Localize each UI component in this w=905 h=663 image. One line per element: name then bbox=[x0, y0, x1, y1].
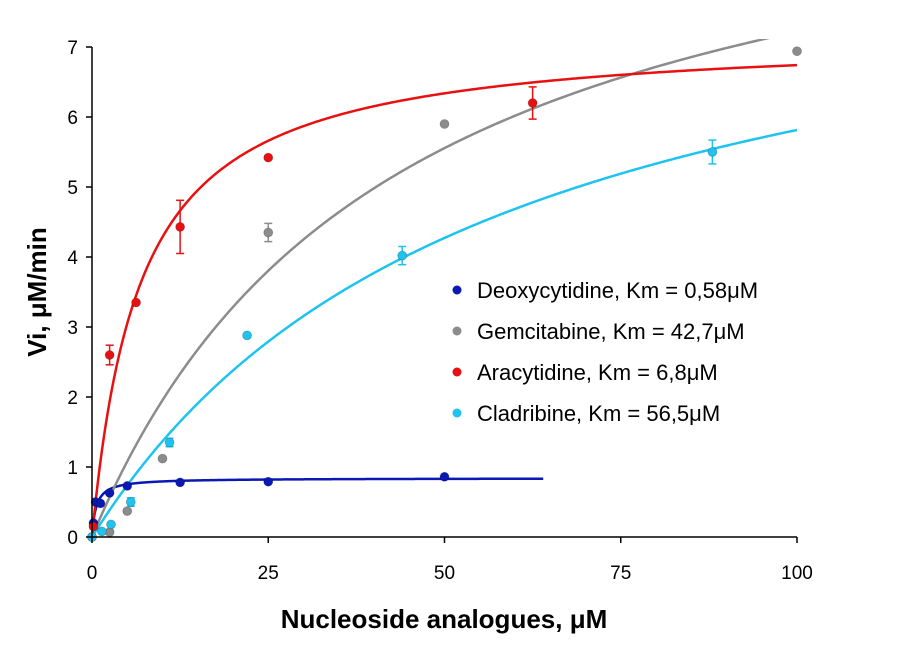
data-point-4 bbox=[164, 437, 175, 448]
x-tick-label: 50 bbox=[434, 563, 455, 584]
y-tick-label: 6 bbox=[67, 108, 78, 129]
legend-marker bbox=[452, 285, 462, 295]
legend-label: Deoxycytidine, Km = 0,58μM bbox=[477, 278, 758, 303]
data-point-4 bbox=[106, 519, 116, 530]
legend-label: Aracytidine, Km = 6,8μM bbox=[477, 360, 718, 385]
data-point-3 bbox=[175, 221, 186, 232]
fit-curve-2 bbox=[92, 39, 770, 537]
y-tick-label: 5 bbox=[67, 178, 78, 199]
y-ticks: 0 1 2 3 4 5 6 7 bbox=[67, 38, 92, 549]
x-tick-label: 25 bbox=[258, 563, 279, 584]
data-points bbox=[87, 46, 802, 542]
legend-marker bbox=[452, 408, 462, 418]
x-tick-label: 75 bbox=[610, 563, 631, 584]
data-point-3 bbox=[263, 152, 274, 163]
fit-curve-1 bbox=[92, 477, 544, 537]
y-tick-label: 2 bbox=[67, 388, 78, 409]
legend: Deoxycytidine, Km = 0,58μM Gemcitabine, K… bbox=[452, 278, 758, 426]
legend-marker bbox=[452, 367, 462, 377]
x-tick-label: 0 bbox=[87, 563, 98, 584]
legend-marker bbox=[452, 326, 462, 336]
data-point-3 bbox=[104, 350, 115, 360]
y-axis-title: Vi, μM/min bbox=[22, 227, 52, 357]
data-point-2 bbox=[792, 46, 802, 57]
fit-curves bbox=[92, 39, 798, 537]
data-point-2 bbox=[122, 506, 133, 517]
y-tick-label: 7 bbox=[67, 38, 78, 59]
data-point-4 bbox=[707, 147, 718, 157]
data-point-4 bbox=[125, 497, 136, 507]
data-point-1 bbox=[439, 471, 450, 482]
fit-curve-3 bbox=[92, 63, 798, 537]
legend-label: Cladribine, Km = 56,5μM bbox=[477, 401, 720, 426]
data-point-4 bbox=[397, 250, 408, 261]
y-tick-label: 0 bbox=[67, 528, 78, 549]
data-point-4 bbox=[242, 330, 253, 341]
y-tick-label: 3 bbox=[67, 318, 78, 339]
fit-curve-4 bbox=[92, 128, 798, 537]
x-tick-label: 100 bbox=[781, 563, 813, 584]
data-point-3 bbox=[88, 521, 99, 532]
x-ticks: 0 25 50 75 100 bbox=[87, 537, 813, 584]
x-axis-title: Nucleoside analogues, μM bbox=[281, 604, 608, 634]
data-point-1 bbox=[122, 480, 133, 491]
data-point-1 bbox=[263, 476, 274, 487]
data-point-2 bbox=[263, 227, 274, 238]
data-point-3 bbox=[527, 98, 538, 108]
y-tick-label: 1 bbox=[67, 458, 78, 479]
data-point-1 bbox=[95, 498, 106, 509]
data-point-2 bbox=[439, 119, 450, 129]
data-point-4 bbox=[96, 526, 107, 537]
legend-label: Gemcitabine, Km = 42,7μM bbox=[477, 319, 745, 344]
data-point-1 bbox=[104, 487, 115, 498]
y-tick-label: 4 bbox=[67, 248, 78, 269]
data-point-2 bbox=[157, 453, 168, 464]
data-point-1 bbox=[175, 477, 186, 488]
data-point-3 bbox=[131, 297, 141, 308]
